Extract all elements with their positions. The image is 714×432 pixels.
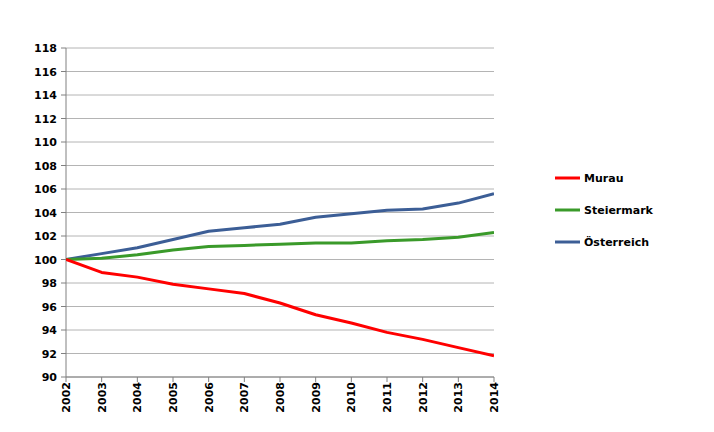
x-tick — [101, 377, 102, 382]
y-tick-label: 96 — [42, 301, 58, 314]
y-tick-label: 106 — [34, 183, 57, 196]
y-tick-label: 92 — [42, 348, 57, 361]
x-tick — [280, 377, 281, 382]
y-tick-label: 104 — [34, 207, 57, 220]
x-tick — [351, 377, 352, 382]
legend-swatch — [555, 177, 580, 180]
y-tick — [61, 118, 66, 119]
y-tick-label: 94 — [42, 324, 58, 337]
x-tick-label: 2006 — [203, 382, 216, 413]
y-tick — [61, 353, 66, 354]
x-tick-label: 2004 — [131, 382, 144, 413]
y-tick — [61, 71, 66, 72]
grid-line — [66, 95, 494, 96]
series-line — [66, 232, 494, 259]
y-tick-label: 100 — [34, 254, 57, 267]
grid-line — [66, 283, 494, 284]
y-tick-label: 116 — [34, 66, 57, 79]
x-tick-label: 2005 — [167, 382, 180, 413]
grid-line — [66, 236, 494, 237]
legend-label: Steiermark — [584, 204, 654, 217]
series-line — [66, 260, 494, 356]
grid-line — [66, 353, 494, 354]
x-tick-label: 2008 — [274, 382, 287, 413]
x-tick — [173, 377, 174, 382]
x-tick — [387, 377, 388, 382]
grid-line — [66, 306, 494, 307]
y-tick-label: 98 — [42, 277, 57, 290]
grid-line — [66, 165, 494, 166]
x-tick — [244, 377, 245, 382]
x-tick-label: 2009 — [310, 382, 323, 413]
x-tick-label: 2012 — [417, 382, 430, 413]
grid-line — [66, 71, 494, 72]
x-tick-label: 2007 — [238, 382, 251, 413]
x-tick-label: 2011 — [381, 382, 394, 413]
y-axis — [66, 48, 67, 377]
y-tick — [61, 377, 66, 378]
x-tick — [137, 377, 138, 382]
grid-line — [66, 118, 494, 119]
y-tick-label: 114 — [34, 89, 57, 102]
x-tick — [315, 377, 316, 382]
y-tick — [61, 189, 66, 190]
x-axis — [66, 377, 494, 378]
x-tick — [494, 377, 495, 382]
y-tick-label: 112 — [34, 113, 57, 126]
grid-line — [66, 142, 494, 143]
legend-label: Murau — [584, 172, 623, 185]
grid-line — [66, 259, 494, 260]
x-tick — [66, 377, 67, 382]
y-tick-label: 108 — [34, 160, 57, 173]
legend-swatch — [555, 241, 580, 244]
y-tick-label: 110 — [34, 136, 57, 149]
y-tick — [61, 236, 66, 237]
y-tick — [61, 165, 66, 166]
x-tick — [458, 377, 459, 382]
grid-line — [66, 330, 494, 331]
x-tick-label: 2014 — [488, 382, 501, 413]
y-tick — [61, 95, 66, 96]
x-tick-label: 2013 — [452, 382, 465, 413]
y-tick — [61, 283, 66, 284]
y-tick — [61, 142, 66, 143]
grid-line — [66, 189, 494, 190]
series-line — [66, 194, 494, 260]
legend-label: Österreich — [584, 235, 649, 249]
grid-line — [66, 212, 494, 213]
x-tick — [208, 377, 209, 382]
y-tick — [61, 259, 66, 260]
x-tick-label: 2003 — [96, 382, 109, 413]
chart: 90 92 94 96 98 100 102 104 106 108 110 112 114 116 118… — [0, 0, 714, 432]
y-tick — [61, 212, 66, 213]
y-tick — [61, 48, 66, 49]
grid-line — [66, 377, 494, 378]
y-tick-label: 102 — [34, 230, 57, 243]
legend-swatch — [555, 209, 580, 212]
y-tick — [61, 306, 66, 307]
y-tick-label: 118 — [34, 42, 57, 55]
plot-area — [66, 194, 494, 356]
x-tick-label: 2010 — [345, 382, 358, 413]
grid-line — [66, 48, 494, 49]
y-tick — [61, 330, 66, 331]
x-tick-label: 2002 — [60, 382, 73, 413]
x-tick — [422, 377, 423, 382]
y-tick-label: 90 — [42, 371, 58, 384]
